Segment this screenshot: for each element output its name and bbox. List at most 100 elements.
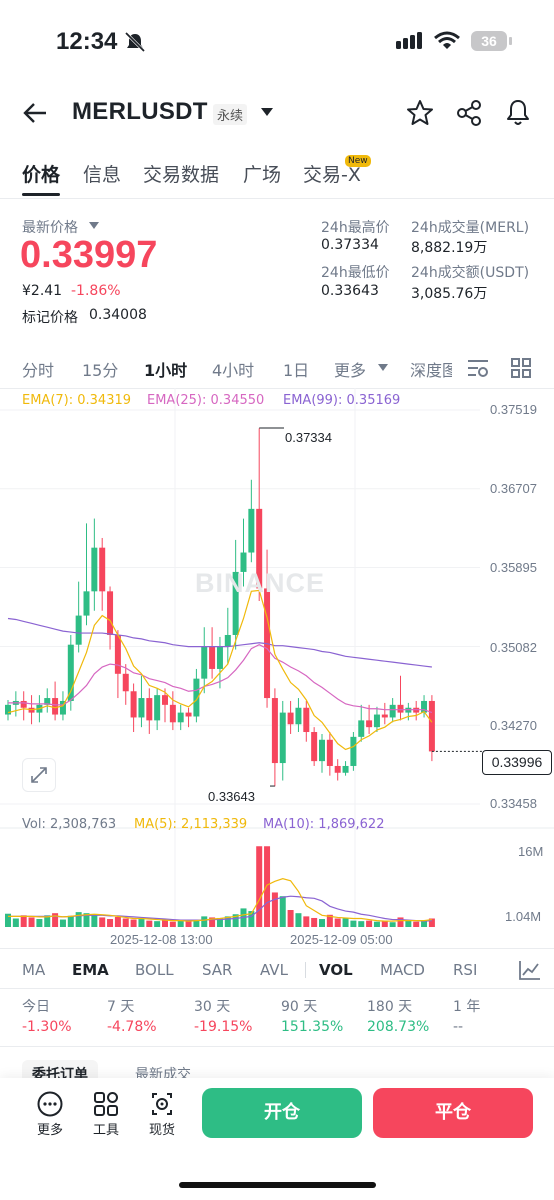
performance-value: -19.15% xyxy=(194,1019,253,1035)
volume-bar xyxy=(248,911,255,927)
low-24h-value: 0.33643 xyxy=(321,283,379,299)
candle-body xyxy=(350,736,357,766)
caret-down-small-icon xyxy=(378,364,388,371)
cny-price: ¥2.41 xyxy=(22,283,63,299)
latest-price-label[interactable]: 最新价格 xyxy=(22,220,78,236)
indicator-ma[interactable]: MA xyxy=(22,961,46,979)
interval-1h[interactable]: 1小时 xyxy=(144,361,188,380)
volume-bar xyxy=(44,915,51,927)
tab-price[interactable]: 价格 xyxy=(22,164,61,186)
candle-body xyxy=(421,700,428,713)
indicator-macd[interactable]: MACD xyxy=(380,961,425,979)
symbol-title[interactable]: MERLUSDT xyxy=(72,98,208,125)
indicator-boll[interactable]: BOLL xyxy=(135,961,174,979)
candle-body xyxy=(319,739,325,762)
open-position-button[interactable]: 开仓 xyxy=(202,1088,362,1138)
candle-body xyxy=(311,732,318,762)
volume-bar xyxy=(326,914,333,927)
interval-15m[interactable]: 15分 xyxy=(82,361,119,380)
share-icon[interactable] xyxy=(455,99,483,127)
spot-icon[interactable] xyxy=(148,1090,176,1118)
candle-body xyxy=(224,634,231,647)
candle-body xyxy=(389,704,396,718)
volume-bar xyxy=(373,921,380,927)
volume-y-tick: 16M xyxy=(518,844,544,859)
interval-timeline[interactable]: 分时 xyxy=(22,361,55,380)
interval-more[interactable]: 更多 xyxy=(334,361,367,380)
candle-body xyxy=(271,698,278,764)
volume-bar xyxy=(193,919,200,927)
tab-trading-data[interactable]: 交易数据 xyxy=(143,164,220,186)
candle-body xyxy=(185,712,192,717)
more-label[interactable]: 更多 xyxy=(36,1123,63,1138)
spot-label[interactable]: 现货 xyxy=(148,1123,175,1138)
candle-body xyxy=(201,646,208,679)
tab-info[interactable]: 信息 xyxy=(83,164,122,186)
candle-body xyxy=(287,712,294,725)
volume-bar xyxy=(224,916,231,927)
indicator-avl[interactable]: AVL xyxy=(260,961,288,979)
volume-bar xyxy=(358,921,365,927)
indicator-vol[interactable]: VOL xyxy=(319,961,353,979)
candle-body xyxy=(162,695,168,705)
performance-period: 今日 xyxy=(22,999,50,1015)
y-tick: 0.34270 xyxy=(490,718,537,733)
tab-trade-x[interactable]: 交易-X xyxy=(303,164,361,186)
performance-period: 90 天 xyxy=(281,999,318,1015)
mark-price-label: 标记价格 xyxy=(22,310,78,326)
candle-body xyxy=(373,714,380,728)
candle-body xyxy=(91,547,98,592)
volume-bar xyxy=(138,919,145,927)
volume-bar xyxy=(83,913,90,927)
back-arrow-icon[interactable] xyxy=(22,101,48,125)
volume-bar xyxy=(311,917,318,927)
star-icon[interactable] xyxy=(406,99,434,127)
performance-value: 151.35% xyxy=(281,1019,344,1035)
y-tick: 0.33458 xyxy=(490,796,537,811)
candle-body xyxy=(122,673,129,692)
divider xyxy=(0,948,554,949)
indicator-rsi[interactable]: RSI xyxy=(453,961,478,979)
tools-icon[interactable] xyxy=(92,1090,120,1118)
indicator-sar[interactable]: SAR xyxy=(202,961,233,979)
candle-body xyxy=(83,591,90,616)
tab-square[interactable]: 广场 xyxy=(243,164,282,186)
indicator-settings-icon[interactable] xyxy=(518,959,542,981)
volume-bar xyxy=(67,915,74,927)
tools-label[interactable]: 工具 xyxy=(92,1123,119,1138)
volume-bar xyxy=(405,920,412,927)
performance-value: -4.78% xyxy=(107,1019,157,1035)
close-position-button[interactable]: 平仓 xyxy=(373,1088,533,1138)
candle-body xyxy=(358,720,365,737)
volume-bar xyxy=(279,896,286,927)
volume-bar xyxy=(20,915,27,927)
indicator-ema[interactable]: EMA xyxy=(72,961,109,979)
price-chart[interactable] xyxy=(0,388,554,948)
active-tab-indicator xyxy=(22,193,60,196)
notification-bell-icon[interactable] xyxy=(504,98,532,128)
candle-body xyxy=(59,700,66,715)
interval-depth[interactable]: 深度图 xyxy=(410,361,452,380)
candle-body xyxy=(397,704,404,713)
candle-body xyxy=(177,712,184,723)
more-icon[interactable] xyxy=(36,1090,64,1118)
interval-1d[interactable]: 1日 xyxy=(283,361,310,380)
volume-bar xyxy=(162,920,168,927)
candle-body xyxy=(366,720,373,728)
grid-layout-icon[interactable] xyxy=(510,357,532,379)
candle-body xyxy=(146,698,153,721)
y-tick: 0.35895 xyxy=(490,560,537,575)
caret-down-icon[interactable] xyxy=(260,106,274,118)
y-tick: 0.36707 xyxy=(490,481,537,496)
last-price: 0.33997 xyxy=(20,234,158,276)
performance-period: 30 天 xyxy=(194,999,231,1015)
interval-4h[interactable]: 4小时 xyxy=(212,361,255,380)
candle-body xyxy=(342,765,349,773)
battery-indicator: 36 xyxy=(471,31,507,51)
caret-down-small-icon xyxy=(89,222,99,229)
expand-chart-button[interactable] xyxy=(22,758,56,792)
volume-bar xyxy=(397,917,404,927)
volume-bar xyxy=(36,919,43,927)
chart-settings-icon[interactable] xyxy=(466,357,490,379)
ema7-legend: EMA(7): 0.34319 xyxy=(22,393,132,408)
